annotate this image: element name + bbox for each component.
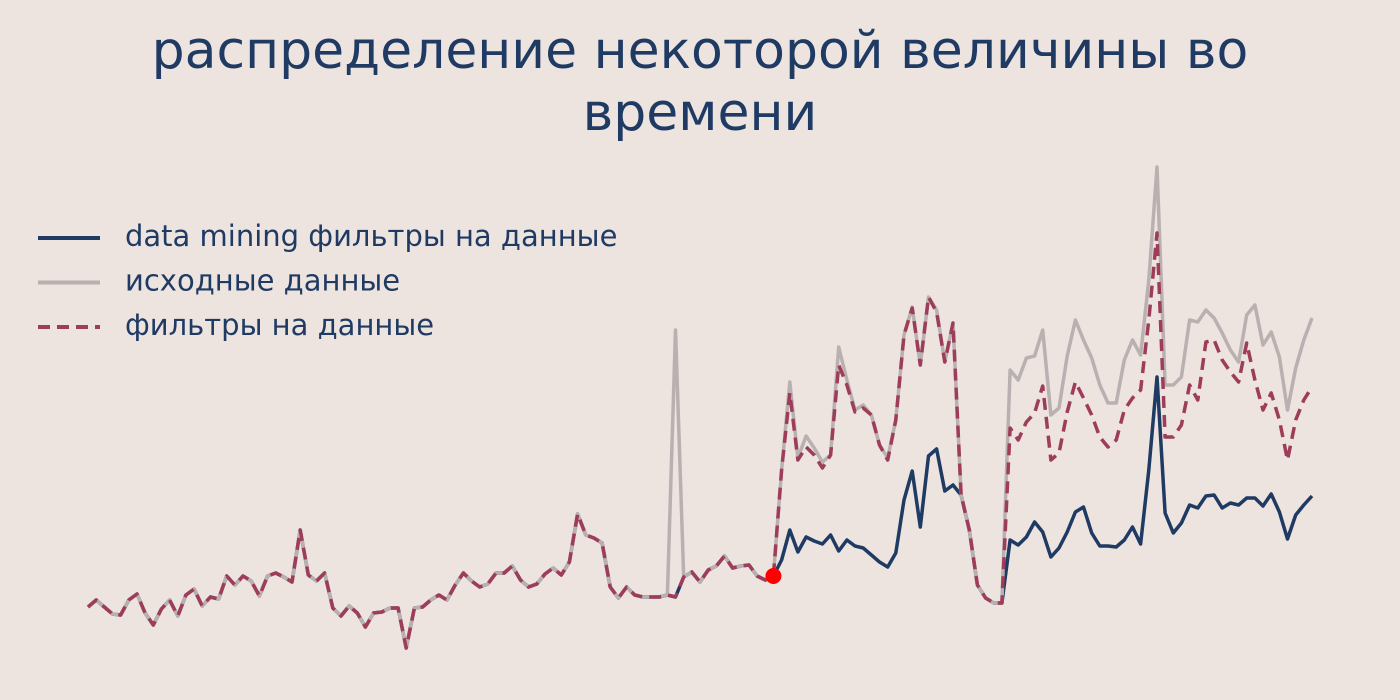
line-series <box>86 375 1314 650</box>
legend-label: фильтры на данные <box>125 308 434 342</box>
highlight-point <box>765 568 782 584</box>
line-series <box>86 231 1314 650</box>
chart-title: распределение некоторой величины во врем… <box>151 21 1249 143</box>
legend-label: data mining фильтры на данные <box>125 219 617 253</box>
legend-label: исходные данные <box>125 264 400 298</box>
